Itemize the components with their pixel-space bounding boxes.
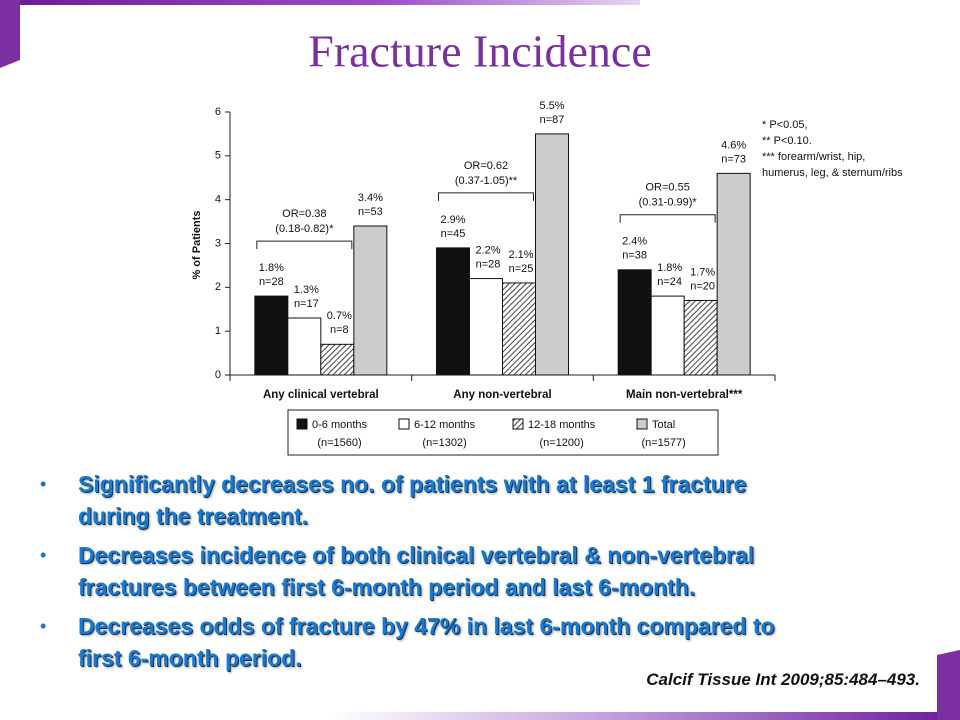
bullet: • Decreases odds of fracture by 47% in la…	[40, 610, 920, 674]
bar	[320, 343, 355, 376]
count-label: n=28	[259, 276, 284, 288]
slide-title: Fracture Incidence	[308, 26, 652, 77]
bullet-dot: •	[40, 545, 47, 565]
y-tick-label: 4	[215, 194, 221, 206]
or-ci: (0.37-1.05)**	[455, 175, 518, 187]
bar	[650, 295, 685, 376]
value-label: 2.1%	[508, 249, 533, 261]
legend-swatch	[398, 418, 410, 430]
or-label: OR=0.38	[282, 208, 326, 220]
bullet: • Decreases incidence of both clinical ve…	[40, 539, 920, 603]
value-label: 3.4%	[358, 192, 383, 204]
count-label: n=45	[441, 228, 466, 240]
footnote: * P<0.05,	[762, 119, 808, 131]
y-tick-label: 1	[215, 325, 221, 337]
bullet-line: Decreases incidence of both clinical ver…	[78, 542, 755, 568]
bullet: • Significantly decreases no. of patients…	[40, 468, 920, 532]
right-tab	[937, 650, 960, 720]
count-label: n=53	[358, 206, 383, 218]
value-label: 1.7%	[690, 266, 715, 278]
value-label: 2.2%	[475, 244, 500, 256]
legend-box	[287, 409, 719, 456]
bar	[502, 282, 536, 376]
y-tick-label: 6	[215, 106, 221, 118]
or-bracket	[256, 240, 353, 250]
bottom-stripe	[330, 712, 960, 720]
value-label: 1.8%	[657, 262, 682, 274]
count-label: n=73	[721, 153, 746, 165]
bar	[436, 247, 470, 376]
legend-note: (n=1302)	[422, 437, 466, 449]
value-label: 0.7%	[327, 310, 352, 322]
bullet-dot: •	[40, 474, 47, 494]
value-label: 4.6%	[721, 139, 746, 151]
count-label: n=17	[294, 298, 319, 310]
x-tick-label: Any non-vertebral	[453, 389, 551, 401]
x-tick-label: Any clinical vertebral	[263, 389, 379, 401]
bar	[254, 295, 289, 376]
y-tick-label: 2	[215, 281, 221, 293]
bar	[683, 299, 718, 376]
legend-note: (n=1560)	[317, 437, 361, 449]
count-label: n=87	[540, 114, 565, 126]
count-label: n=28	[476, 258, 501, 270]
value-label: 2.4%	[622, 236, 647, 248]
value-label: 5.5%	[539, 100, 564, 112]
bar	[716, 172, 751, 376]
bar	[617, 269, 652, 376]
legend-note: (n=1577)	[641, 437, 685, 449]
bullet-line: Decreases odds of fracture by 47% in las…	[78, 613, 775, 639]
or-bracket	[619, 214, 716, 223]
y-tick-label: 3	[215, 237, 221, 249]
footnote: ** P<0.10.	[762, 135, 812, 147]
legend-note: (n=1200)	[539, 437, 583, 449]
y-tick-label: 0	[215, 369, 221, 381]
or-label: OR=0.55	[645, 182, 689, 194]
count-label: n=24	[657, 276, 682, 288]
y-tick-label: 5	[215, 150, 221, 162]
legend-label: 6-12 months	[414, 419, 476, 431]
x-tick-label: Main non-vertebral***	[626, 389, 743, 401]
bar	[287, 317, 322, 376]
citation: Calcif Tissue Int 2009;85:484–493.	[646, 670, 920, 689]
bullet-line: Significantly decreases no. of patients …	[78, 471, 747, 497]
or-ci: (0.31-0.99)*	[639, 197, 698, 209]
value-label: 1.3%	[294, 284, 319, 296]
legend-swatch	[512, 418, 524, 430]
footnote: *** forearm/wrist, hip,	[762, 151, 865, 163]
legend-label: Total	[652, 419, 675, 431]
value-label: 2.9%	[440, 214, 465, 226]
legend-swatch	[636, 418, 648, 430]
y-axis-label: % of Patients	[191, 210, 203, 279]
count-label: n=38	[622, 250, 647, 262]
bar	[353, 225, 388, 376]
or-bracket	[438, 192, 534, 201]
bar	[469, 278, 503, 376]
bullet-dot: •	[40, 616, 47, 636]
legend-swatch	[296, 418, 308, 430]
bullet-line: during the treatment.	[78, 503, 309, 529]
bullet-line: first 6-month period.	[78, 645, 302, 671]
footnote: humerus, leg, & sternum/ribs	[762, 167, 903, 179]
or-ci: (0.18-0.82)*	[275, 223, 334, 235]
count-label: n=20	[690, 280, 715, 292]
value-label: 1.8%	[259, 262, 284, 274]
count-label: n=25	[509, 263, 534, 275]
left-tab	[0, 0, 20, 68]
legend-label: 0-6 months	[312, 419, 368, 431]
bullet-line: fractures between first 6-month period a…	[78, 574, 696, 600]
or-label: OR=0.62	[464, 160, 508, 172]
bullet-list: • Significantly decreases no. of patients…	[40, 468, 920, 681]
legend-label: 12-18 months	[528, 419, 596, 431]
top-stripe	[0, 0, 640, 5]
count-label: n=8	[330, 324, 349, 336]
bar	[535, 133, 569, 376]
